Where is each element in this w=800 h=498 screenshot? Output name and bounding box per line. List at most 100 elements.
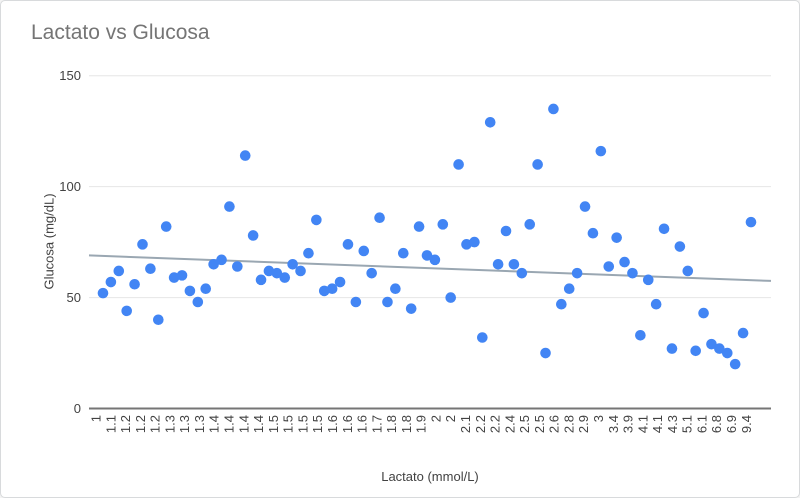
y-tick-label: 50 [67,290,81,305]
data-point[interactable] [382,296,393,308]
x-tick-label: 3.4 [606,415,621,433]
data-point[interactable] [224,201,235,212]
x-tick-label: 1.9 [414,415,429,433]
data-point[interactable] [97,287,109,299]
data-point[interactable] [232,261,243,272]
data-point[interactable] [635,329,646,341]
data-point[interactable] [192,296,204,308]
trendline[interactable] [88,254,772,282]
data-point[interactable] [421,250,433,261]
x-tick-label: 6.1 [694,415,709,433]
data-point[interactable] [682,265,694,277]
data-point[interactable] [642,274,654,286]
data-point[interactable] [658,223,670,235]
data-point[interactable] [595,145,607,157]
data-point[interactable] [587,227,599,239]
data-point[interactable] [129,278,140,290]
data-point[interactable] [295,265,306,277]
data-point[interactable] [469,236,480,248]
data-point[interactable] [548,103,559,115]
x-tick-label: 3 [591,415,606,422]
data-point[interactable] [540,347,551,359]
data-point[interactable] [397,247,409,259]
data-point[interactable] [208,258,219,270]
x-tick-label: 1.5 [295,415,310,433]
x-tick-label: 2.2 [473,415,488,433]
data-point[interactable] [445,292,457,303]
data-point[interactable] [745,216,757,228]
data-point[interactable] [563,283,575,294]
data-point[interactable] [160,221,172,232]
data-point[interactable] [271,267,283,279]
data-point[interactable] [674,241,686,252]
data-point[interactable] [247,230,259,241]
data-point[interactable] [279,272,291,283]
x-tick-label: 1.8 [399,415,414,433]
x-tick-label: 2.9 [576,415,591,433]
data-point[interactable] [500,225,512,237]
data-point[interactable] [184,285,196,297]
data-point[interactable] [239,150,251,161]
data-point[interactable] [532,159,543,170]
data-point[interactable] [484,116,496,128]
data-point[interactable] [216,254,227,266]
data-point[interactable] [200,283,212,294]
data-point[interactable] [374,212,385,223]
x-tick-label: 2 [443,415,458,422]
data-point[interactable] [350,296,362,308]
data-point[interactable] [405,303,417,314]
x-tick-label: 2.5 [532,415,547,433]
data-point[interactable] [326,283,338,294]
data-point[interactable] [255,274,267,286]
data-point[interactable] [666,343,678,354]
data-point[interactable] [627,267,638,279]
data-point[interactable] [524,219,536,230]
data-point[interactable] [619,256,630,268]
data-point[interactable] [311,214,322,226]
data-point[interactable] [137,239,148,250]
x-tick-label: 1.5 [281,415,296,433]
data-point[interactable] [714,343,725,354]
data-point[interactable] [737,327,749,339]
data-point[interactable] [611,232,622,243]
data-point[interactable] [556,298,567,310]
data-point[interactable] [477,332,488,343]
data-point[interactable] [358,245,370,257]
data-point[interactable] [571,267,583,279]
x-tick-label: 2 [428,415,443,422]
data-point[interactable] [121,305,133,317]
data-point[interactable] [453,159,464,170]
x-tick-label: 1.5 [266,415,281,433]
data-point[interactable] [516,267,528,279]
data-point[interactable] [334,276,346,288]
data-point[interactable] [342,239,354,250]
x-tick-label: 1.3 [192,415,207,433]
data-point[interactable] [690,345,701,357]
data-point[interactable] [113,265,125,277]
data-point[interactable] [429,254,441,266]
x-tick-label: 4.1 [650,415,665,433]
data-point[interactable] [721,347,733,359]
x-tick-label: 3.9 [621,415,636,433]
data-point[interactable] [153,314,164,326]
data-point[interactable] [390,283,401,294]
data-point[interactable] [437,219,449,230]
data-point[interactable] [287,258,298,270]
data-point[interactable] [508,258,520,270]
y-tick-label: 150 [59,68,81,83]
data-point[interactable] [729,358,741,370]
data-point[interactable] [366,267,377,279]
data-point[interactable] [145,263,156,275]
data-point[interactable] [706,338,717,350]
data-point[interactable] [579,201,591,212]
data-point[interactable] [492,258,504,270]
data-point[interactable] [176,270,188,281]
x-tick-label: 1.7 [369,415,384,433]
data-point[interactable] [105,276,117,288]
data-point[interactable] [650,298,662,310]
data-point[interactable] [698,307,709,319]
data-point[interactable] [413,221,425,232]
data-point[interactable] [603,261,615,272]
x-tick-label: 2.6 [547,415,562,433]
data-point[interactable] [303,247,314,259]
